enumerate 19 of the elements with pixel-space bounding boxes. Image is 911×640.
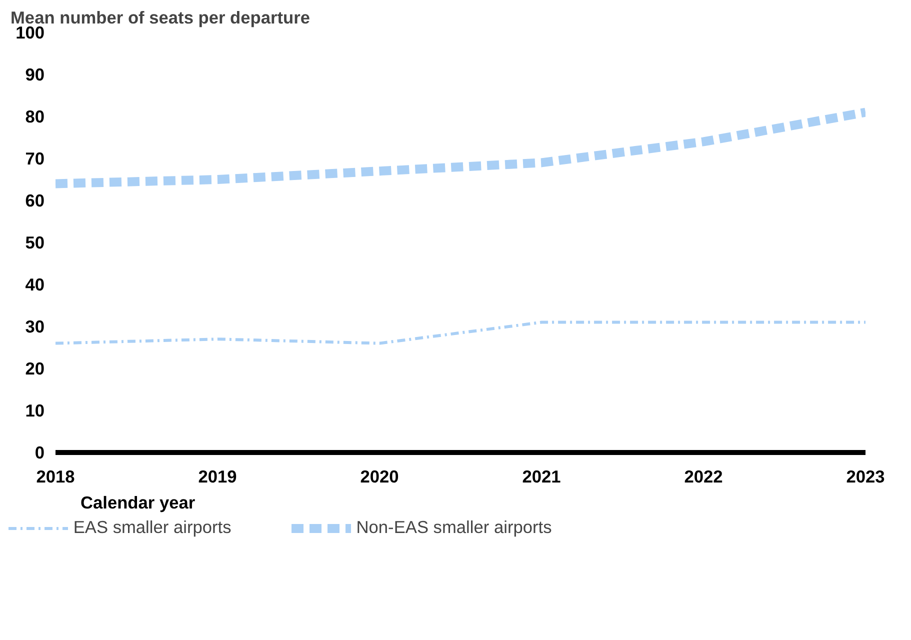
y-tick-label: 30 xyxy=(25,316,45,336)
x-tick-label: 2019 xyxy=(198,466,237,486)
y-tick-label: 50 xyxy=(25,232,45,252)
y-tick-label: 70 xyxy=(25,148,45,168)
y-tick-label: 60 xyxy=(25,190,45,210)
y-tick-label: 90 xyxy=(25,64,45,84)
x-tick-label: 2022 xyxy=(684,466,723,486)
y-tick-label: 0 xyxy=(34,442,45,462)
legend-label: EAS smaller airports xyxy=(73,517,232,538)
x-tick-label: 2023 xyxy=(846,466,886,486)
x-tick-label: 2021 xyxy=(522,466,562,486)
x-axis-title: Calendar year xyxy=(80,492,196,512)
legend-label: Non-EAS smaller airports xyxy=(356,517,552,538)
y-tick-label: 10 xyxy=(25,400,45,420)
y-tick-label: 40 xyxy=(25,274,45,294)
x-tick-label: 2020 xyxy=(360,466,399,486)
x-tick-label: 2018 xyxy=(36,466,76,486)
y-tick-label: 20 xyxy=(25,358,45,378)
y-tick-label: 80 xyxy=(25,106,45,126)
